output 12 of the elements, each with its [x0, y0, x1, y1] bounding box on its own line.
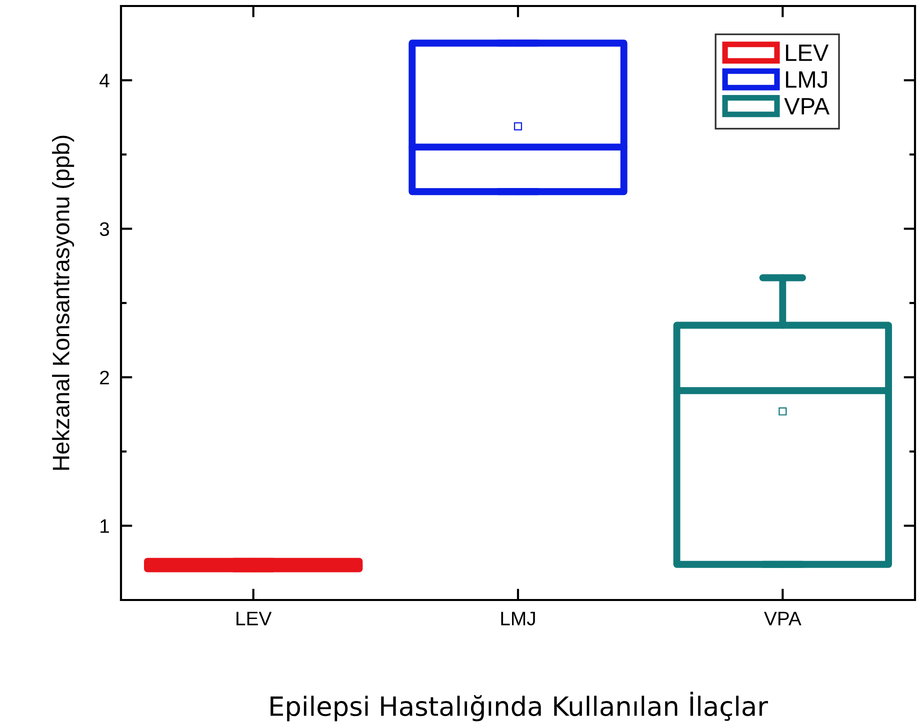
- x-axis-title: Epilepsi Hastalığında Kullanılan İlaçlar: [270, 692, 768, 722]
- legend-label: LMJ: [786, 71, 827, 88]
- y-tick-label: 1: [100, 519, 109, 533]
- x-tick-label: VPA: [764, 612, 802, 626]
- y-tick-label: 2: [100, 370, 109, 384]
- legend-label: VPA: [784, 98, 830, 114]
- y-axis-title: Hekzanal Konsantrasyonu (ppb): [52, 136, 74, 470]
- legend-label: LEV: [786, 44, 829, 61]
- y-tick-label: 3: [100, 222, 110, 236]
- x-tick-label: LEV: [236, 612, 272, 626]
- y-tick-label: 4: [100, 74, 110, 88]
- x-tick-label: LMJ: [501, 612, 535, 626]
